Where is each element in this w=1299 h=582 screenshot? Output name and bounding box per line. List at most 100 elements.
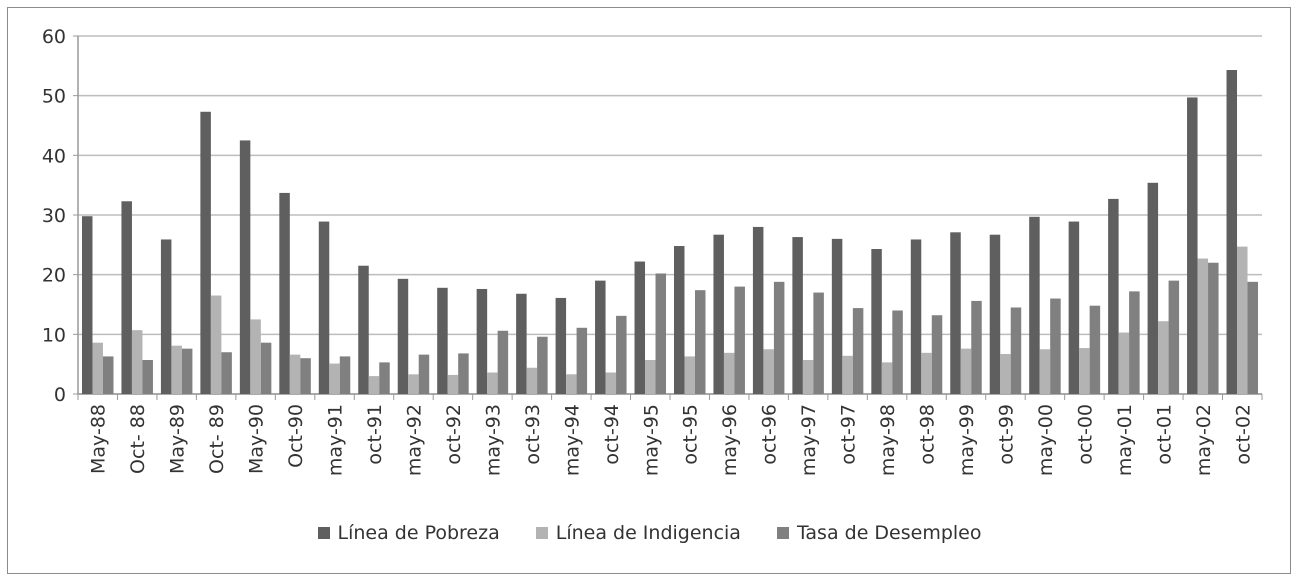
x-tick-label: oct-01 bbox=[1153, 404, 1175, 465]
bar-pobreza bbox=[1187, 97, 1198, 394]
bar-indigencia bbox=[92, 342, 103, 394]
bar-indigencia bbox=[842, 355, 853, 394]
bar-pobreza bbox=[792, 237, 803, 394]
x-tick-label: Oct- 89 bbox=[206, 404, 228, 474]
legend-label-desempleo: Tasa de Desempleo bbox=[796, 522, 982, 544]
bar-indigencia bbox=[447, 374, 459, 394]
x-tick-label: oct-94 bbox=[601, 404, 623, 465]
bar-desempleo bbox=[379, 362, 390, 394]
y-tick-label: 40 bbox=[42, 145, 66, 167]
bar-desempleo bbox=[418, 354, 430, 394]
x-tick-label: oct-96 bbox=[759, 404, 781, 465]
bar-pobreza bbox=[595, 280, 606, 394]
x-tick-label: oct-97 bbox=[838, 404, 860, 465]
bar-desempleo bbox=[892, 310, 903, 394]
bar-desempleo bbox=[102, 356, 114, 394]
bar-indigencia bbox=[605, 372, 617, 394]
bar-pobreza bbox=[318, 221, 330, 394]
legend-swatch-indigencia bbox=[535, 527, 548, 539]
bar-desempleo bbox=[773, 281, 785, 394]
bar-indigencia bbox=[171, 345, 182, 394]
legend-swatch-pobreza bbox=[317, 527, 330, 539]
bar-pobreza bbox=[713, 234, 724, 394]
bar-desempleo bbox=[260, 342, 272, 394]
bar-indigencia bbox=[487, 372, 498, 394]
bar-pobreza bbox=[200, 111, 211, 394]
bar-desempleo bbox=[537, 336, 548, 394]
x-tick-label: May-88 bbox=[88, 404, 110, 474]
bar-desempleo bbox=[1168, 280, 1180, 394]
bar-desempleo bbox=[142, 359, 153, 394]
y-tick-label: 10 bbox=[42, 324, 66, 346]
bar-desempleo bbox=[1050, 298, 1061, 394]
bar-indigencia bbox=[408, 374, 419, 394]
bar-indigencia bbox=[960, 348, 972, 394]
bar-desempleo bbox=[1089, 305, 1101, 394]
bar-desempleo bbox=[458, 353, 469, 394]
legend-label-pobreza: Línea de Pobreza bbox=[337, 522, 500, 544]
bar-indigencia bbox=[1000, 354, 1011, 394]
bar-indigencia bbox=[1197, 258, 1209, 394]
x-tick-label: may-95 bbox=[640, 404, 662, 476]
x-tick-label: oct-99 bbox=[995, 404, 1017, 465]
bar-pobreza bbox=[476, 288, 488, 394]
bar-pobreza bbox=[1029, 216, 1040, 394]
bar-indigencia bbox=[368, 376, 380, 394]
bar-desempleo bbox=[576, 327, 588, 394]
bar-pobreza bbox=[121, 201, 132, 394]
bar-pobreza bbox=[437, 287, 448, 394]
x-tick-label: oct-93 bbox=[522, 404, 544, 465]
bar-indigencia bbox=[802, 359, 814, 394]
bar-indigencia bbox=[645, 359, 656, 394]
x-tick-label: Oct- 88 bbox=[127, 404, 149, 474]
bar-desempleo bbox=[1247, 281, 1259, 394]
bar-pobreza bbox=[989, 234, 1001, 394]
bar-indigencia bbox=[526, 367, 538, 394]
x-tick-label: May-90 bbox=[246, 404, 268, 474]
bar-pobreza bbox=[634, 261, 646, 394]
x-tick-label: oct-92 bbox=[443, 404, 465, 465]
bar-indigencia bbox=[881, 362, 893, 394]
bar-pobreza bbox=[358, 265, 369, 394]
bar-indigencia bbox=[723, 352, 735, 394]
x-tick-label: oct-98 bbox=[917, 404, 939, 465]
bar-indigencia bbox=[250, 319, 261, 394]
bar-indigencia bbox=[921, 352, 932, 394]
bar-desempleo bbox=[1208, 262, 1219, 394]
bar-pobreza bbox=[831, 238, 843, 394]
y-tick-label: 0 bbox=[54, 384, 66, 406]
bar-pobreza bbox=[1147, 182, 1159, 394]
bar-desempleo bbox=[655, 273, 667, 394]
bar-indigencia bbox=[1158, 321, 1169, 394]
bar-indigencia bbox=[1118, 332, 1130, 394]
x-tick-label: Oct-90 bbox=[285, 404, 307, 468]
bar-desempleo bbox=[1010, 307, 1022, 394]
bar-pobreza bbox=[1068, 221, 1080, 394]
y-tick-label: 30 bbox=[42, 205, 66, 227]
legend-item-pobreza: Línea de Pobreza bbox=[317, 522, 500, 544]
bar-desempleo bbox=[616, 315, 627, 394]
bar-pobreza bbox=[239, 140, 251, 394]
bar-pobreza bbox=[1226, 70, 1238, 394]
bar-desempleo bbox=[300, 358, 311, 394]
bar-pobreza bbox=[1108, 198, 1119, 394]
x-tick-label: may-97 bbox=[798, 404, 820, 476]
bar-indigencia bbox=[131, 330, 143, 394]
bar-indigencia bbox=[1079, 348, 1090, 394]
bar-desempleo bbox=[813, 292, 824, 394]
legend: Línea de Pobreza Línea de Indigencia Tas… bbox=[0, 522, 1299, 544]
bar-indigencia bbox=[289, 354, 301, 394]
legend-item-desempleo: Tasa de Desempleo bbox=[776, 522, 982, 544]
bar-indigencia bbox=[684, 356, 695, 394]
x-tick-label: may-98 bbox=[877, 404, 899, 476]
chart-frame bbox=[7, 7, 1291, 574]
bar-pobreza bbox=[279, 192, 290, 394]
bar-desempleo bbox=[852, 308, 864, 394]
x-tick-label: may-02 bbox=[1193, 404, 1215, 476]
bar-indigencia bbox=[329, 363, 340, 394]
bar-desempleo bbox=[497, 330, 509, 394]
bar-desempleo bbox=[931, 315, 943, 394]
bar-indigencia bbox=[1039, 349, 1051, 394]
bar-desempleo bbox=[221, 352, 232, 394]
